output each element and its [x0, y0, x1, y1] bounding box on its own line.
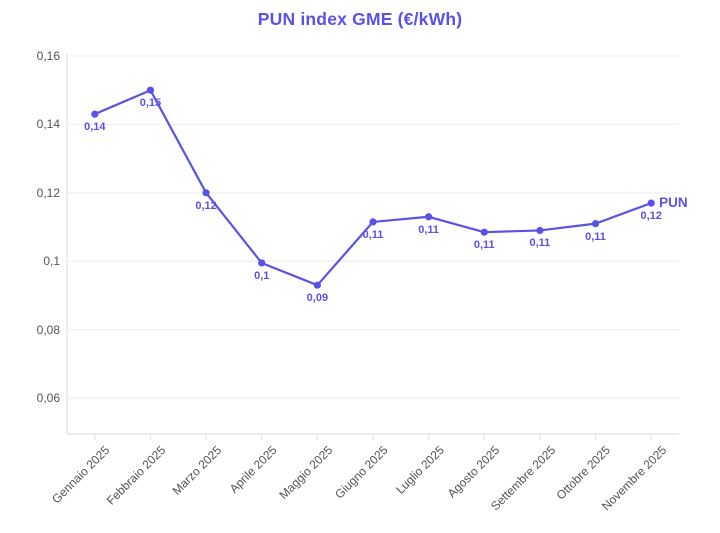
data-point-label: 0,14 — [84, 121, 106, 134]
series-line — [93, 89, 653, 287]
data-point-label: 0,11 — [418, 223, 440, 236]
data-point-marker — [591, 220, 600, 228]
data-point-marker — [313, 281, 321, 289]
y-axis-tick-label: 0,14 — [36, 117, 60, 132]
data-point-marker — [425, 213, 433, 221]
y-axis-tick-label: 0,08 — [36, 322, 60, 337]
y-axis-tick-label: 0,12 — [36, 185, 60, 200]
data-point-label: 0,11 — [529, 237, 551, 250]
data-point-label: 0,12 — [195, 199, 217, 212]
data-point-marker — [647, 199, 655, 207]
data-point-label: 0,11 — [585, 230, 606, 243]
data-point-marker — [480, 228, 488, 236]
data-point-marker — [369, 218, 377, 226]
y-axis-tick-label: 0,1 — [43, 254, 60, 269]
data-point-label: 0,1 — [254, 269, 270, 282]
data-point-label: 0,12 — [640, 210, 662, 223]
data-point-label: 0,15 — [139, 97, 162, 110]
data-point-label: 0,09 — [306, 292, 329, 305]
series-label: PUN — [659, 195, 688, 211]
chart-title: PUN index GME (€/kWh) — [257, 9, 463, 29]
data-point-marker — [146, 86, 155, 94]
data-point-label: 0,11 — [473, 239, 495, 252]
data-point-marker — [202, 189, 210, 197]
data-point-label: 0,11 — [362, 228, 384, 241]
data-point-marker — [258, 259, 266, 267]
y-axis-tick-label: 0,16 — [36, 49, 60, 63]
data-point-marker — [536, 226, 544, 235]
data-point-marker — [91, 110, 99, 118]
y-axis-tick-label: 0,06 — [36, 391, 60, 406]
